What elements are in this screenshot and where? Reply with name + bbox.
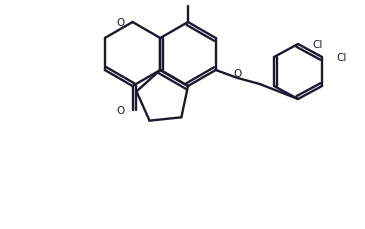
Text: Cl: Cl (312, 40, 322, 50)
Text: O: O (234, 69, 242, 79)
Text: O: O (116, 18, 124, 28)
Text: O: O (116, 106, 124, 115)
Text: Cl: Cl (336, 53, 346, 63)
